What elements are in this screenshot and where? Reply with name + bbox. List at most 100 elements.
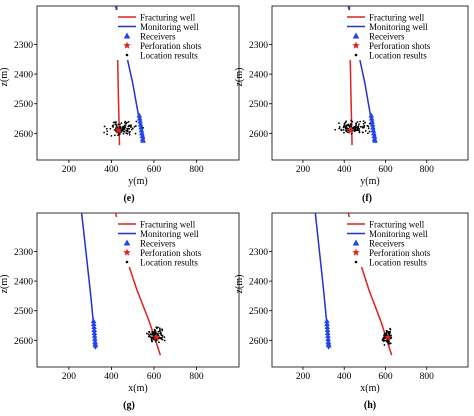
x-tick-label: 800 [189,372,204,382]
location-result-point [123,127,125,130]
x-tick-label: 200 [296,165,311,175]
x-tick-label: 800 [420,372,435,382]
chart-panel: 200 400 600 800 2300 2400 2500 2600 x(m) z(m) Frac… [234,212,469,394]
location-result-point [358,123,360,125]
y-axis-label: z(m) [234,68,245,87]
legend-receivers-marker [352,239,360,246]
legend-receivers-label: Receivers [140,31,176,41]
location-result-point [389,327,391,330]
legend-receivers-label: Receivers [369,238,405,248]
receiver-marker [136,115,143,121]
y-tick-label: 2500 [14,307,33,317]
y-tick-label: 2400 [14,278,33,288]
location-result-point [383,344,386,346]
receiver-marker [372,137,378,143]
legend-location-label: Location results [369,50,427,60]
location-result-point [106,130,109,133]
legend-fracturing-well-label: Fracturing well [140,12,196,22]
location-result-point [387,342,390,345]
location-result-point [134,132,137,135]
location-result-point [151,331,154,334]
legend-perforation-label: Perforation shots [140,248,202,258]
location-result-point [389,342,392,345]
panel-label: (f) [362,193,372,204]
location-result-point [123,121,126,124]
legend-location-label: Location results [140,50,198,60]
location-result-point [155,340,157,343]
location-result-point [358,130,361,132]
location-result-point [359,120,362,123]
receiver-marker [324,318,330,324]
location-result-point [159,332,162,335]
location-result-point [126,129,129,132]
location-result-point [148,331,151,333]
receiver-marker [91,332,98,338]
location-result-point [356,121,359,123]
x-axis-label: y(m) [128,176,147,187]
x-tick-label: 600 [378,165,393,175]
receiver-marker [90,318,97,324]
location-result-point [127,120,130,123]
location-result-point [350,119,353,122]
legend-location-marker [354,53,358,57]
location-result-point [157,333,159,335]
location-result-point [106,133,108,136]
location-result-point [346,124,349,126]
location-result-point [157,330,160,333]
location-result-point [362,122,365,125]
y-tick-label: 2300 [14,248,33,258]
legend-location-marker [125,53,129,57]
legend-perforation-marker [123,41,131,49]
location-result-point [128,133,131,136]
x-axis-label: x(m) [128,383,147,394]
plot-area [80,213,166,356]
location-result-point [130,128,133,131]
location-result-point [345,129,347,132]
legend-fracturing-well-label: Fracturing well [140,219,196,229]
legend-location-label: Location results [140,257,198,267]
location-result-point [148,334,151,337]
chart-panel: 200 400 600 800 2300 2400 2500 2600 x(m) z(m) Frac… [0,212,240,394]
location-result-point [384,332,387,335]
perforation-shot-marker [347,126,355,134]
location-result-point [123,124,126,127]
y-tick-label: 2300 [249,248,268,258]
location-result-point [367,125,370,128]
location-result-point [142,126,144,129]
receiver-marker [368,115,375,121]
location-result-point [338,122,340,125]
legend-receivers-marker [123,239,131,246]
location-result-point [151,337,153,340]
location-result-point [388,340,391,343]
location-result-point [386,340,389,343]
location-result-point [126,132,129,135]
legend-perforation-marker [123,248,131,256]
location-result-point [120,122,123,125]
location-result-point [343,131,345,134]
legend-perforation-label: Perforation shots [369,41,431,51]
receiver-marker [324,329,331,335]
x-tick-label: 600 [147,165,162,175]
receiver-marker [137,121,144,127]
location-result-point [343,125,345,128]
y-axis-label: z(m) [0,68,10,87]
legend-perforation-marker [352,248,360,256]
location-result-point [388,332,391,335]
location-result-point [350,132,353,135]
legend-box [114,10,237,60]
location-result-point [342,128,345,131]
legend-monitoring-well-label: Monitoring well [369,22,428,32]
location-result-point [103,125,106,128]
location-result-point [383,332,386,335]
panel-label: (g) [123,400,135,411]
location-result-point [163,336,166,339]
location-result-point [158,327,161,330]
y-tick-label: 2300 [14,41,33,51]
location-result-point [118,133,120,136]
location-result-point [358,131,361,134]
x-tick-label: 200 [62,372,77,382]
location-result-point [387,339,390,342]
